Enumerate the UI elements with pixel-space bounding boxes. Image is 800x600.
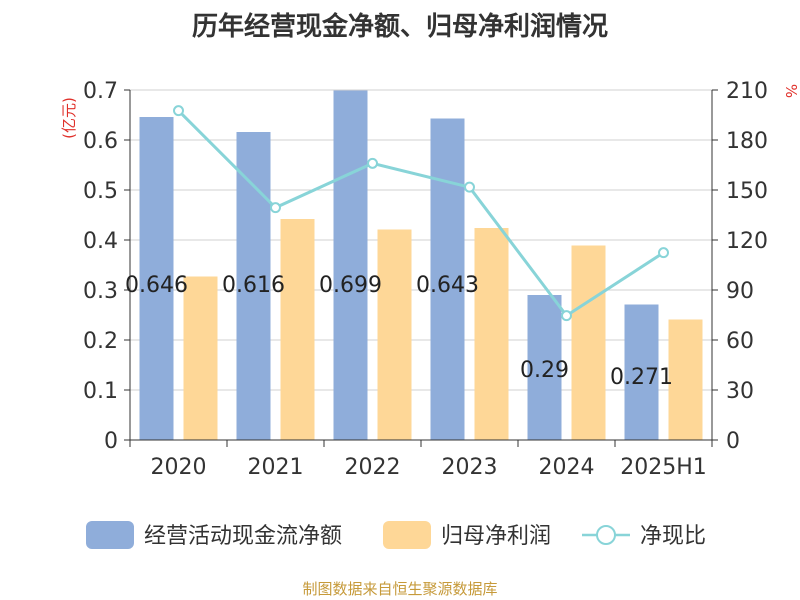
cashflow-data-label: 0.271 <box>610 365 673 390</box>
net-profit-bar <box>183 276 218 440</box>
cashflow-bar <box>236 132 271 440</box>
legend-label-cashflow: 经营活动现金流净额 <box>144 524 342 549</box>
ratio-point <box>658 247 669 259</box>
right-tick-label: 90 <box>726 279 754 304</box>
ratio-point <box>464 181 475 193</box>
legend-swatch-net-profit <box>383 521 431 549</box>
net-profit-bar <box>571 245 606 440</box>
net-profit-bar <box>280 219 315 440</box>
right-tick-label: 120 <box>726 229 768 254</box>
bars <box>139 90 703 440</box>
ratio-point <box>270 202 281 214</box>
x-tick-label: 2024 <box>539 455 595 480</box>
legend: 经营活动现金流净额 归母净利润 净现比 <box>86 521 706 549</box>
right-tick-label: 0 <box>726 429 740 454</box>
cashflow-data-label: 0.643 <box>416 273 479 298</box>
cashflow-bar <box>430 118 465 440</box>
cashflow-data-label: 0.616 <box>222 273 285 298</box>
ratio-line <box>173 105 669 322</box>
cashflow-data-label: 0.646 <box>125 273 188 298</box>
net-profit-bar <box>668 319 703 440</box>
x-tick-label: 2021 <box>248 455 304 480</box>
legend-label-ratio: 净现比 <box>640 524 706 549</box>
x-tick-label: 2020 <box>151 455 207 480</box>
legend-label-net-profit: 归母净利润 <box>441 524 551 549</box>
cashflow-bar <box>527 295 562 440</box>
right-tick-label: 180 <box>726 129 768 154</box>
cashflow-bar <box>139 117 174 440</box>
left-tick-label: 0.7 <box>83 79 118 104</box>
left-tick-label: 0.3 <box>83 279 118 304</box>
cashflow-data-label: 0.29 <box>520 358 569 383</box>
left-tick-label: 0.1 <box>83 379 118 404</box>
legend-swatch-cashflow <box>86 521 134 549</box>
right-axis-label: % <box>782 84 800 98</box>
data-labels: 0.646 0.616 0.699 0.643 0.29 0.271 <box>125 273 673 390</box>
left-tick-label: 0.2 <box>83 329 118 354</box>
cashflow-bar <box>624 304 659 440</box>
legend-swatch-ratio-marker <box>596 525 616 545</box>
source-note: 制图数据来自恒生聚源数据库 <box>302 580 498 598</box>
cashflow-bar <box>333 90 368 440</box>
gridlines <box>130 89 712 391</box>
ratio-point <box>367 157 378 169</box>
axes: 0 0.1 0.2 0.3 0.4 0.5 0.6 0.7 0 30 60 90 120 150 180 21… <box>60 79 800 480</box>
right-tick-label: 60 <box>726 329 754 354</box>
ratio-point <box>561 310 572 322</box>
net-profit-bar <box>474 228 509 440</box>
x-tick-label: 2022 <box>345 455 401 480</box>
chart-title: 历年经营现金净额、归母净利润情况 <box>191 12 608 42</box>
left-tick-label: 0.6 <box>83 129 118 154</box>
cashflow-data-label: 0.699 <box>319 273 382 298</box>
x-tick-label: 2025H1 <box>620 455 707 480</box>
ratio-point <box>173 105 184 117</box>
left-tick-label: 0 <box>104 429 118 454</box>
right-tick-label: 210 <box>726 79 768 104</box>
left-tick-label: 0.5 <box>83 179 118 204</box>
left-axis-label: (亿元) <box>60 97 78 139</box>
left-tick-label: 0.4 <box>83 229 118 254</box>
x-tick-label: 2023 <box>442 455 498 480</box>
net-profit-bar <box>377 229 412 440</box>
ratio-line-path <box>177 109 665 318</box>
right-tick-label: 150 <box>726 179 768 204</box>
right-tick-label: 30 <box>726 379 754 404</box>
